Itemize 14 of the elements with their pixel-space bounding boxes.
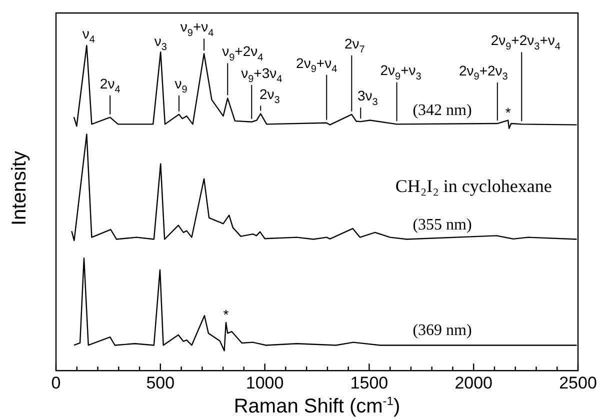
x-tick-label: 2500 (559, 373, 597, 392)
annotation: CH₂I₂ in cyclohexane (395, 176, 552, 196)
x-tick-label: 1000 (246, 373, 284, 392)
annotation: * (505, 104, 512, 120)
x-axis-title: Raman Shift (cm$^{-1}$) (232, 394, 402, 419)
series-label: (369 nm) (412, 322, 472, 340)
annotation: * (223, 306, 230, 322)
legend-label: (342 nm) (412, 102, 472, 119)
x-tick-label: 1500 (350, 373, 388, 392)
series-label: (355 nm) (412, 216, 472, 234)
x-tick-label: 500 (146, 373, 175, 392)
x-tick-label: 0 (51, 373, 61, 392)
y-axis-title: Intensity (8, 151, 32, 226)
x-tick-label: 2000 (454, 373, 493, 392)
